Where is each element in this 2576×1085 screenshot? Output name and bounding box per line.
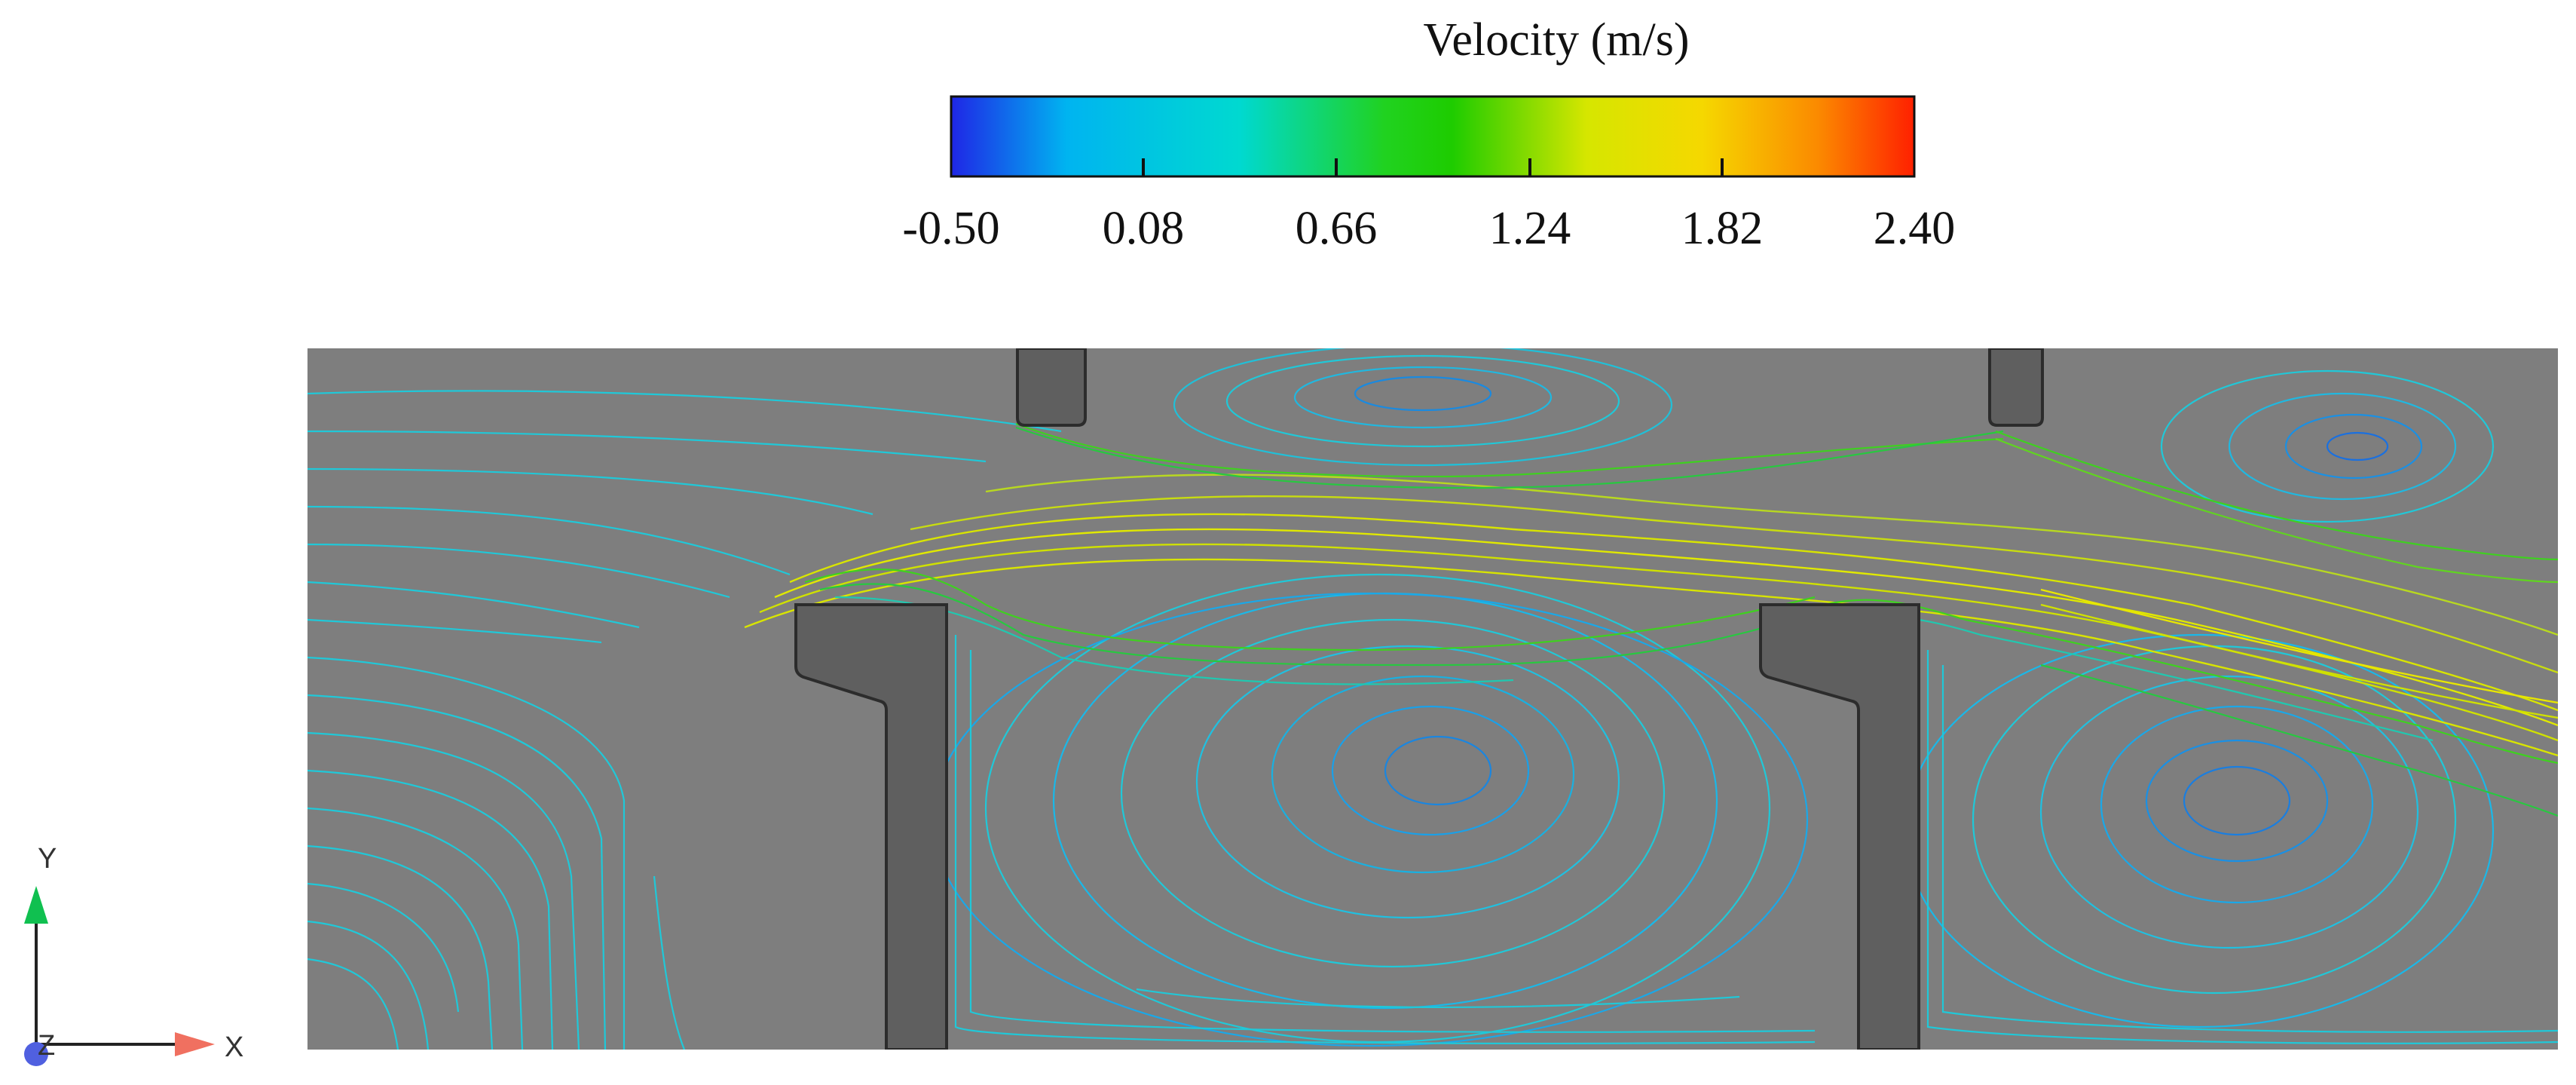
y-axis-label: Y	[38, 843, 57, 875]
streamlines-jet-core	[744, 474, 2558, 757]
color-bar-svg	[950, 95, 1916, 178]
color-bar	[950, 95, 1916, 178]
baffle-top-left	[1016, 348, 1087, 427]
vortex-top-right	[2160, 369, 2495, 523]
streamlines-bottom	[653, 635, 2558, 1050]
x-axis-label: X	[225, 1031, 244, 1063]
tick-label: 1.82	[1681, 203, 1764, 254]
color-bar-ticks	[1142, 158, 1724, 176]
z-axis-label: Z	[38, 1030, 56, 1062]
z-axis-dot	[24, 1042, 48, 1066]
tick-label: 0.66	[1295, 203, 1378, 254]
tick-label: 1.24	[1488, 203, 1571, 254]
baffle-bottom-left	[794, 603, 948, 1050]
streamlines-inlet	[307, 390, 1062, 1050]
vortex-top-middle	[1173, 348, 1673, 467]
tick-label: -0.50	[902, 203, 1000, 254]
baffle-top-right	[1988, 348, 2044, 427]
baffles	[794, 348, 2044, 1050]
tick-label: 2.40	[1873, 203, 1956, 254]
baffle-bottom-right	[1759, 603, 1920, 1050]
flow-domain	[307, 348, 2558, 1050]
axis-triad	[24, 886, 215, 1066]
y-axis-arrow	[24, 886, 48, 924]
domain-background	[307, 348, 2558, 1050]
x-axis-arrow	[175, 1032, 215, 1056]
legend-title: Velocity (m/s)	[1423, 14, 1690, 66]
tick-label: 0.08	[1102, 203, 1185, 254]
